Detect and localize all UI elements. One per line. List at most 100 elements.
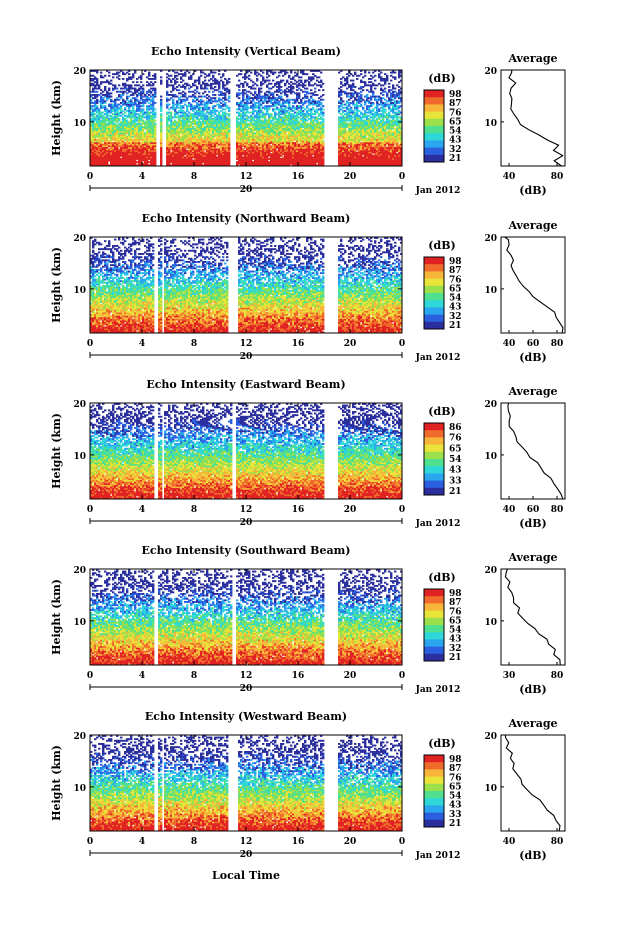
colorbar-segment <box>424 792 444 795</box>
x-axis-label: Local Time <box>212 869 280 882</box>
colorbar-segment <box>424 765 444 768</box>
colorbar-segment <box>424 646 444 649</box>
colorbar-segment <box>424 264 444 267</box>
average-x-tick-label: 40 <box>503 172 516 182</box>
colorbar-tick-label: 33 <box>449 810 462 820</box>
colorbar-segment <box>424 794 444 797</box>
colorbar-segment <box>424 314 444 317</box>
colorbar-segment <box>424 778 444 781</box>
average-y-tick-label: 10 <box>484 784 497 794</box>
colorbar-label: (dB) <box>428 239 455 252</box>
colorbar-label: (dB) <box>428 571 455 584</box>
average-frame <box>500 734 566 832</box>
colorbar-segment <box>424 756 444 759</box>
colorbar-frame <box>423 588 445 662</box>
x-tick-label: 16 <box>292 505 305 515</box>
colorbar-tick-label: 21 <box>449 487 462 497</box>
colorbar-segment <box>424 302 444 305</box>
colorbar-segment <box>424 607 444 610</box>
x-tick-label: 8 <box>191 837 197 847</box>
colorbar-segment <box>424 473 444 476</box>
colorbar-segment <box>424 131 444 134</box>
average-y-tick-label: 20 <box>484 566 497 576</box>
x-tick-label: 0 <box>399 339 405 349</box>
colorbar-segment <box>424 149 444 152</box>
colorbar-tick-label: 21 <box>449 819 462 829</box>
x-tick-label: 4 <box>139 671 145 681</box>
colorbar-tick-label: 43 <box>449 466 462 476</box>
average-frame <box>500 236 566 334</box>
average-title: Average <box>507 385 557 398</box>
colorbar-segment <box>424 122 444 125</box>
colorbar-segment <box>424 459 444 462</box>
colorbar-segment <box>424 321 444 324</box>
colorbar-segment <box>424 124 444 127</box>
x-tick-label: 12 <box>240 837 253 847</box>
colorbar-segment <box>424 616 444 619</box>
panel-title: Echo Intensity (Southward Beam) <box>142 544 351 557</box>
colorbar-segment <box>424 764 444 767</box>
colorbar-segment <box>424 129 444 132</box>
colorbar-tick-label: 54 <box>449 626 462 636</box>
date-label: Jan 2012 <box>415 353 461 363</box>
colorbar-segment <box>424 115 444 118</box>
colorbar-segment <box>424 156 444 159</box>
colorbar-segment <box>424 284 444 287</box>
colorbar-segment <box>424 426 444 429</box>
colorbar-segment <box>424 760 444 763</box>
heatmap <box>90 237 403 334</box>
y-tick-label: 10 <box>73 452 86 462</box>
y-tick-label: 20 <box>73 732 86 742</box>
colorbar-segment <box>424 755 444 758</box>
average-x-label: (dB) <box>519 351 546 364</box>
colorbar-segment <box>424 762 444 765</box>
colorbar-segment <box>424 769 444 772</box>
colorbar-segment <box>424 650 444 653</box>
colorbar-segment <box>424 825 444 828</box>
average-y-tick-label: 10 <box>484 286 497 296</box>
x-tick-label: 8 <box>191 671 197 681</box>
x-tick-label: 16 <box>292 837 305 847</box>
colorbar-segment <box>424 468 444 471</box>
colorbar-segment <box>424 262 444 265</box>
colorbar-segment <box>424 111 444 114</box>
colorbar-segment <box>424 630 444 633</box>
colorbar-segment <box>424 158 444 161</box>
x-tick-label: 0 <box>399 172 405 182</box>
colorbar-segment <box>424 774 444 777</box>
panel-title: Echo Intensity (Vertical Beam) <box>151 45 341 58</box>
colorbar-segment <box>424 785 444 788</box>
average-x-label: (dB) <box>519 184 546 197</box>
colorbar-segment <box>424 807 444 810</box>
colorbar-segment <box>424 617 444 620</box>
colorbar-segment <box>424 767 444 770</box>
date-tick-label: 20 <box>240 850 253 860</box>
colorbar-segment <box>424 147 444 150</box>
colorbar-segment <box>424 106 444 109</box>
colorbar-segment <box>424 803 444 806</box>
colorbar-segment <box>424 457 444 460</box>
x-tick-label: 0 <box>87 837 93 847</box>
colorbar-tick-label: 87 <box>449 266 462 276</box>
y-tick-label: 20 <box>73 67 86 77</box>
average-y-tick-label: 20 <box>484 732 497 742</box>
average-title: Average <box>507 551 557 564</box>
colorbar-segment <box>424 592 444 595</box>
colorbar-segment <box>424 113 444 116</box>
y-tick-label: 10 <box>73 784 86 794</box>
y-axis-label: Height (km) <box>50 745 63 821</box>
colorbar-segment <box>424 489 444 492</box>
x-tick-label: 4 <box>139 339 145 349</box>
colorbar-segment <box>424 644 444 647</box>
colorbar-segment <box>424 641 444 644</box>
y-tick-label: 20 <box>73 566 86 576</box>
colorbar-segment <box>424 311 444 314</box>
average-y-tick-label: 10 <box>484 618 497 628</box>
colorbar-tick-label: 65 <box>449 117 462 127</box>
colorbar-tick-label: 43 <box>449 801 462 811</box>
x-tick-label: 4 <box>139 172 145 182</box>
average-x-tick-label: 60 <box>527 505 540 515</box>
x-tick-label: 8 <box>191 339 197 349</box>
colorbar-segment <box>424 477 444 480</box>
colorbar-segment <box>424 623 444 626</box>
